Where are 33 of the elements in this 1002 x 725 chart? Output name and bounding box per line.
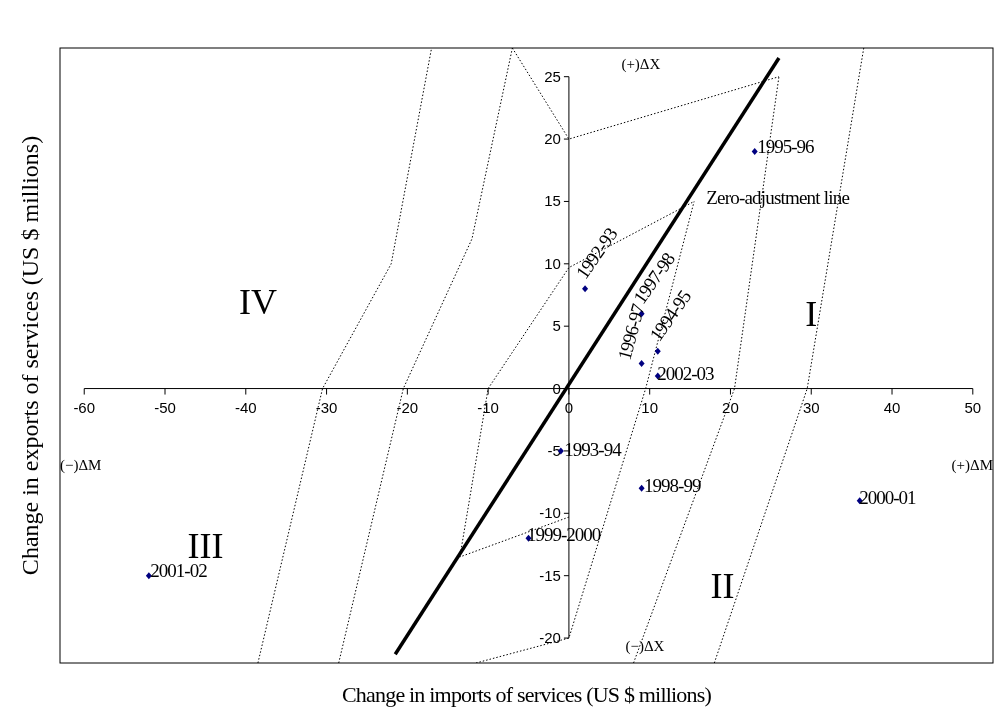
x-tick-label: -30 [315, 398, 338, 416]
x-tick-label: -50 [154, 398, 176, 416]
x-tick-label: 50 [964, 398, 982, 416]
y-tick-label: -10 [539, 504, 561, 522]
x-axis-title: Change in imports of services (US $ millions) [341, 682, 712, 707]
y-tick-label: 5 [552, 317, 561, 335]
annotation: I [805, 294, 818, 335]
x-tick-label: -60 [73, 398, 96, 416]
y-tick-label: 10 [544, 254, 561, 272]
y-tick-label: -15 [539, 566, 561, 584]
y-tick-label: 15 [544, 192, 561, 210]
x-tick-label: 40 [883, 398, 901, 416]
y-tick-label: 25 [544, 67, 561, 85]
x-tick-label: 10 [641, 398, 659, 416]
x-tick-label: -40 [234, 398, 257, 416]
annotation: (−)ΔM [60, 456, 102, 474]
data-label: 1995-96 [757, 136, 815, 158]
annotation: (+)ΔM [951, 456, 993, 474]
y-tick-label: 20 [544, 130, 561, 148]
data-label: 1998-99 [644, 474, 701, 496]
x-tick-label: -20 [396, 398, 419, 416]
x-tick-label: 30 [802, 398, 820, 416]
data-label: 2000-01 [859, 487, 917, 509]
data-label: 2002-03 [657, 362, 715, 384]
y-axis-title: Change in exports of services (US $ millions) [17, 135, 43, 576]
annotation: II [710, 566, 735, 607]
annotation: (+)ΔX [621, 56, 661, 74]
y-tick-label: -20 [539, 629, 561, 647]
x-tick-label: 20 [722, 398, 739, 416]
annotation: Zero-adjustment line [706, 186, 850, 208]
x-tick-label: -10 [477, 398, 499, 416]
annotation: IV [238, 281, 277, 322]
annotation: (−)ΔX [625, 637, 665, 655]
